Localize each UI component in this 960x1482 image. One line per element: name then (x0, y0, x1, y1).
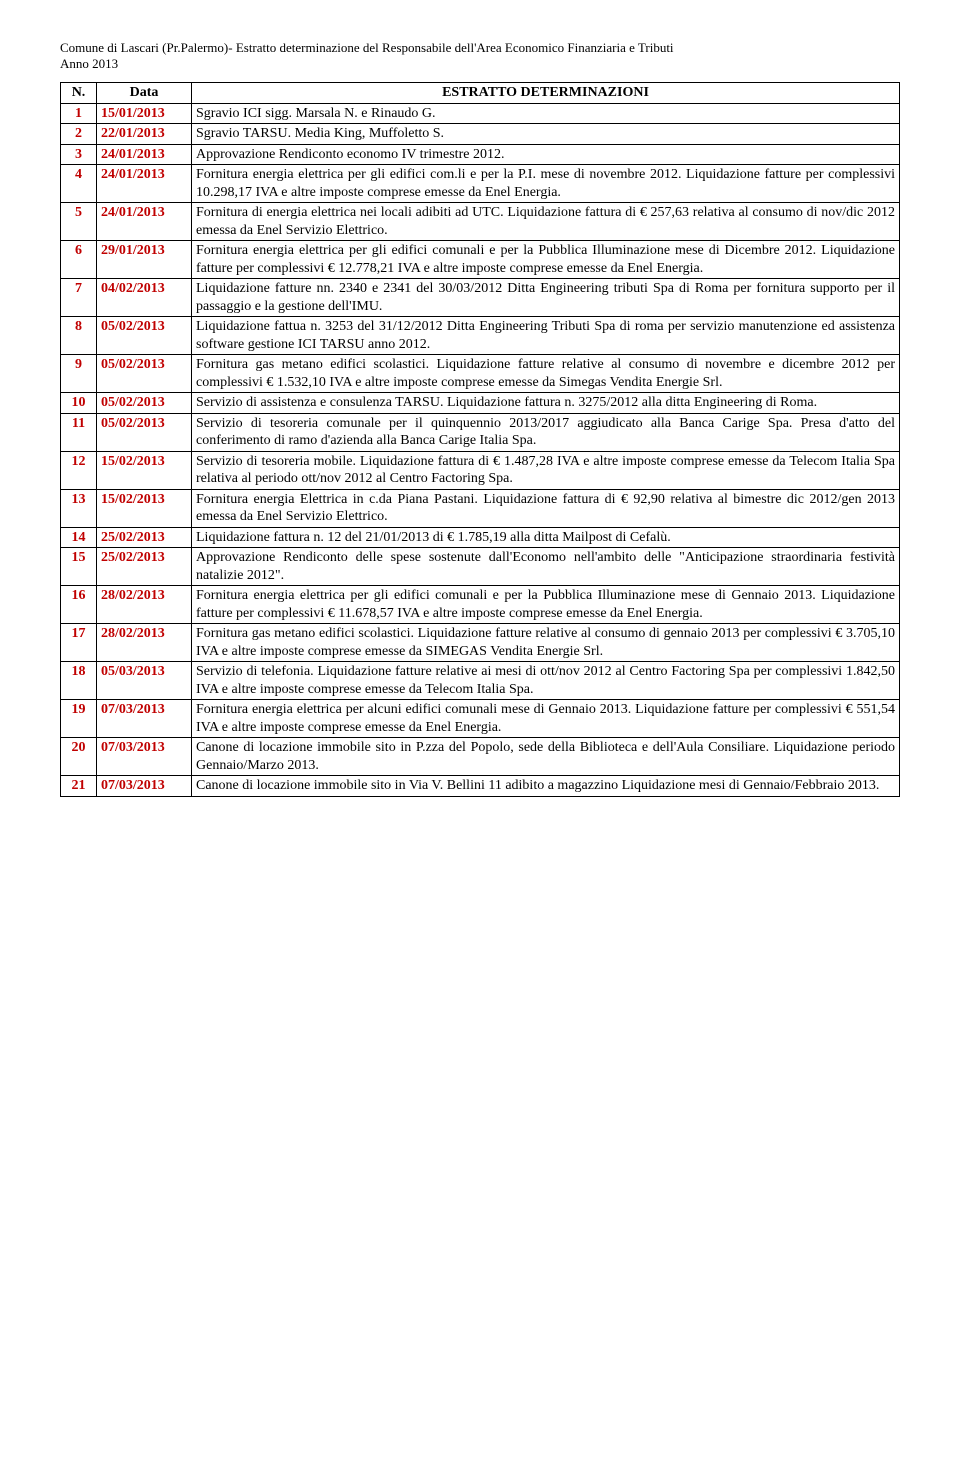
cell-data: 24/01/2013 (97, 165, 192, 203)
cell-desc: Fornitura energia elettrica per alcuni e… (192, 700, 900, 738)
cell-n: 3 (61, 144, 97, 165)
table-row: 1005/02/2013Servizio di assistenza e con… (61, 393, 900, 414)
cell-data: 15/02/2013 (97, 451, 192, 489)
cell-data: 15/01/2013 (97, 103, 192, 124)
cell-desc: Sgravio ICI sigg. Marsala N. e Rinaudo G… (192, 103, 900, 124)
doc-header-line2: Anno 2013 (60, 56, 900, 72)
cell-desc: Servizio di tesoreria mobile. Liquidazio… (192, 451, 900, 489)
cell-n: 11 (61, 413, 97, 451)
cell-n: 4 (61, 165, 97, 203)
cell-desc: Fornitura energia elettrica per gli edif… (192, 241, 900, 279)
table-row: 524/01/2013Fornitura di energia elettric… (61, 203, 900, 241)
cell-desc: Canone di locazione immobile sito in P.z… (192, 738, 900, 776)
cell-desc: Fornitura energia Elettrica in c.da Pian… (192, 489, 900, 527)
cell-n: 1 (61, 103, 97, 124)
table-row: 1215/02/2013Servizio di tesoreria mobile… (61, 451, 900, 489)
cell-data: 15/02/2013 (97, 489, 192, 527)
cell-n: 18 (61, 662, 97, 700)
determinazioni-table: N. Data ESTRATTO DETERMINAZIONI 115/01/2… (60, 82, 900, 797)
table-row: 805/02/2013Liquidazione fattua n. 3253 d… (61, 317, 900, 355)
cell-data: 24/01/2013 (97, 203, 192, 241)
cell-desc: Liquidazione fattua n. 3253 del 31/12/20… (192, 317, 900, 355)
cell-n: 8 (61, 317, 97, 355)
col-header-n: N. (61, 83, 97, 104)
cell-desc: Servizio di telefonia. Liquidazione fatt… (192, 662, 900, 700)
table-row: 1315/02/2013Fornitura energia Elettrica … (61, 489, 900, 527)
cell-desc: Fornitura energia elettrica per gli edif… (192, 165, 900, 203)
table-row: 2007/03/2013Canone di locazione immobile… (61, 738, 900, 776)
cell-n: 12 (61, 451, 97, 489)
cell-n: 13 (61, 489, 97, 527)
cell-desc: Fornitura energia elettrica per gli edif… (192, 586, 900, 624)
cell-desc: Approvazione Rendiconto delle spese sost… (192, 548, 900, 586)
table-row: 1105/02/2013Servizio di tesoreria comuna… (61, 413, 900, 451)
cell-data: 05/02/2013 (97, 355, 192, 393)
cell-data: 22/01/2013 (97, 124, 192, 145)
table-row: 905/02/2013Fornitura gas metano edifici … (61, 355, 900, 393)
table-header-row: N. Data ESTRATTO DETERMINAZIONI (61, 83, 900, 104)
cell-desc: Sgravio TARSU. Media King, Muffoletto S. (192, 124, 900, 145)
table-row: 1805/03/2013Servizio di telefonia. Liqui… (61, 662, 900, 700)
cell-desc: Servizio di tesoreria comunale per il qu… (192, 413, 900, 451)
table-row: 1525/02/2013Approvazione Rendiconto dell… (61, 548, 900, 586)
table-row: 704/02/2013Liquidazione fatture nn. 2340… (61, 279, 900, 317)
cell-desc: Fornitura di energia elettrica nei local… (192, 203, 900, 241)
table-row: 1728/02/2013Fornitura gas metano edifici… (61, 624, 900, 662)
cell-desc: Fornitura gas metano edifici scolastici.… (192, 624, 900, 662)
col-header-desc: ESTRATTO DETERMINAZIONI (192, 83, 900, 104)
table-row: 1907/03/2013Fornitura energia elettrica … (61, 700, 900, 738)
cell-data: 04/02/2013 (97, 279, 192, 317)
cell-desc: Liquidazione fattura n. 12 del 21/01/201… (192, 527, 900, 548)
cell-n: 20 (61, 738, 97, 776)
table-row: 629/01/2013Fornitura energia elettrica p… (61, 241, 900, 279)
cell-desc: Servizio di assistenza e consulenza TARS… (192, 393, 900, 414)
cell-n: 5 (61, 203, 97, 241)
cell-n: 19 (61, 700, 97, 738)
cell-data: 29/01/2013 (97, 241, 192, 279)
cell-n: 15 (61, 548, 97, 586)
table-row: 1425/02/2013Liquidazione fattura n. 12 d… (61, 527, 900, 548)
table-row: 222/01/2013Sgravio TARSU. Media King, Mu… (61, 124, 900, 145)
table-row: 424/01/2013Fornitura energia elettrica p… (61, 165, 900, 203)
cell-n: 10 (61, 393, 97, 414)
cell-n: 14 (61, 527, 97, 548)
cell-n: 17 (61, 624, 97, 662)
cell-data: 07/03/2013 (97, 700, 192, 738)
cell-desc: Liquidazione fatture nn. 2340 e 2341 del… (192, 279, 900, 317)
cell-desc: Fornitura gas metano edifici scolastici.… (192, 355, 900, 393)
cell-n: 7 (61, 279, 97, 317)
cell-n: 21 (61, 776, 97, 797)
table-row: 2107/03/2013Canone di locazione immobile… (61, 776, 900, 797)
cell-n: 16 (61, 586, 97, 624)
cell-data: 25/02/2013 (97, 527, 192, 548)
cell-data: 28/02/2013 (97, 624, 192, 662)
cell-data: 05/03/2013 (97, 662, 192, 700)
doc-header-line1: Comune di Lascari (Pr.Palermo)- Estratto… (60, 40, 900, 56)
cell-n: 6 (61, 241, 97, 279)
cell-data: 07/03/2013 (97, 738, 192, 776)
cell-data: 05/02/2013 (97, 317, 192, 355)
cell-data: 07/03/2013 (97, 776, 192, 797)
table-row: 1628/02/2013Fornitura energia elettrica … (61, 586, 900, 624)
cell-data: 05/02/2013 (97, 393, 192, 414)
cell-data: 25/02/2013 (97, 548, 192, 586)
cell-data: 05/02/2013 (97, 413, 192, 451)
cell-desc: Approvazione Rendiconto economo IV trime… (192, 144, 900, 165)
cell-desc: Canone di locazione immobile sito in Via… (192, 776, 900, 797)
cell-data: 28/02/2013 (97, 586, 192, 624)
cell-data: 24/01/2013 (97, 144, 192, 165)
col-header-data: Data (97, 83, 192, 104)
cell-n: 9 (61, 355, 97, 393)
table-row: 115/01/2013Sgravio ICI sigg. Marsala N. … (61, 103, 900, 124)
table-row: 324/01/2013Approvazione Rendiconto econo… (61, 144, 900, 165)
cell-n: 2 (61, 124, 97, 145)
